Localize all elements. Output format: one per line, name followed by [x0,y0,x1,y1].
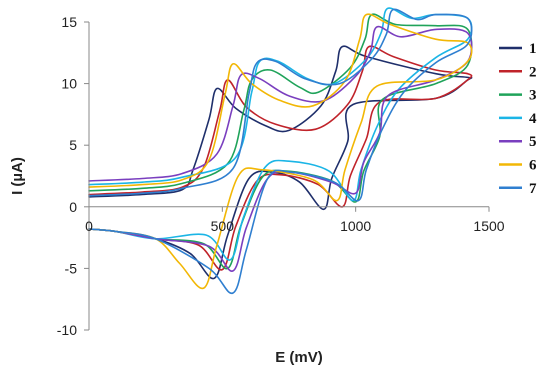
x-tick-label: 500 [211,218,235,234]
series-line-2 [88,45,473,271]
legend-label-7: 7 [529,181,537,197]
legend-label-1: 1 [529,41,537,57]
x-tick-label: 1500 [473,218,504,234]
legend-label-4: 4 [529,111,537,127]
y-tick-label: 10 [61,76,77,92]
series-line-3 [88,13,473,270]
y-tick-label: -5 [65,260,78,276]
y-tick-label: 0 [69,199,77,215]
legend: 1 2 3 4 5 6 7 [499,41,537,197]
legend-label-5: 5 [529,134,537,150]
y-tick-label: -10 [57,322,77,338]
y-tick-label: 15 [61,14,77,30]
x-tick-label: 0 [85,218,93,234]
legend-label-3: 3 [529,88,537,104]
x-tick-label: 1000 [340,218,371,234]
legend-label-2: 2 [529,64,537,80]
axes [88,22,489,330]
y-tick-label: 5 [69,137,77,153]
legend-label-6: 6 [529,158,537,174]
plot-curves [88,7,473,295]
x-axis-title: E (mV) [275,349,323,366]
series-line-5 [88,25,473,272]
series-line-6 [88,13,473,290]
series-line-1 [88,45,473,280]
y-axis-title: I (µA) [9,157,26,195]
series-line-7 [88,8,473,295]
series-line-4 [88,7,473,261]
tick-labels: -10 -5 0 5 10 15 0 500 1000 1500 [57,14,505,338]
